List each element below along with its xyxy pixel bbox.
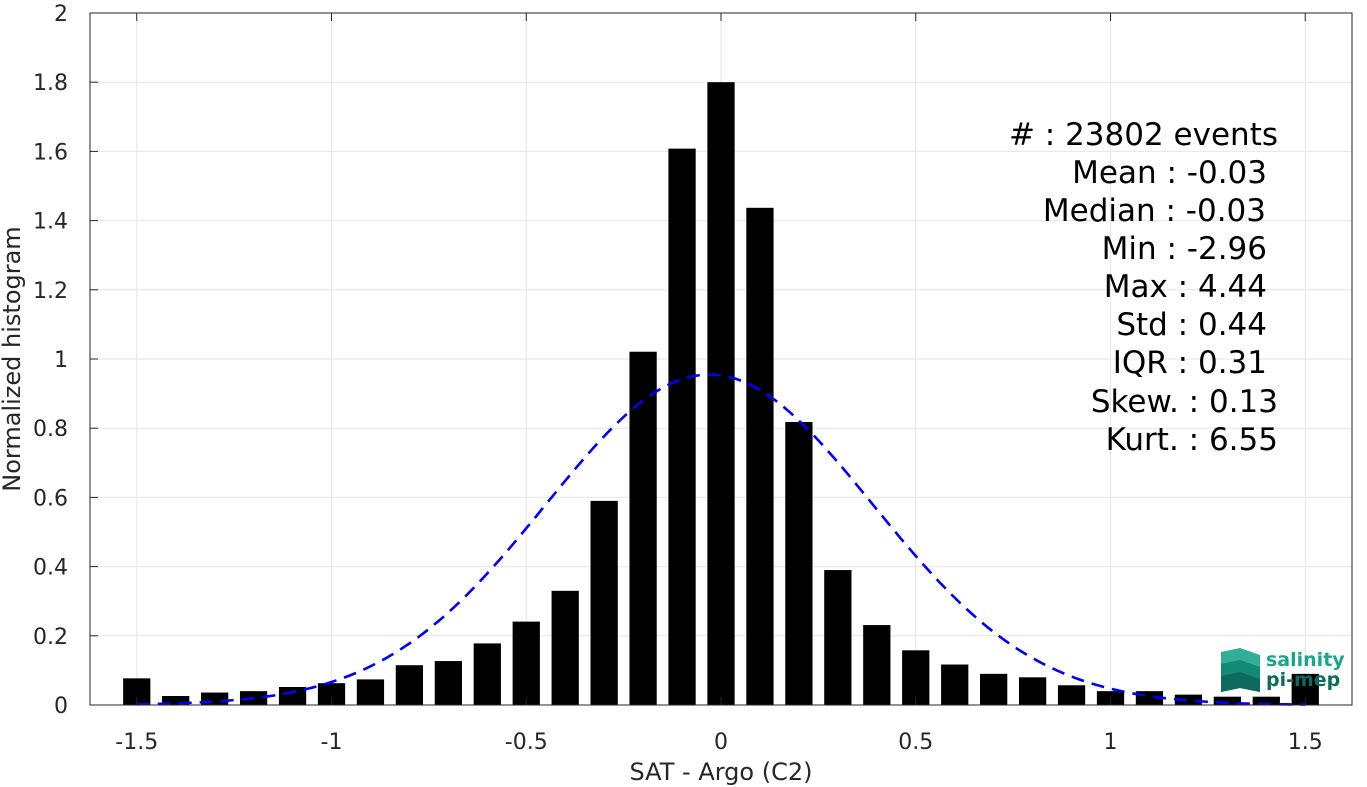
y-tick-label: 1.6 <box>33 140 68 165</box>
histogram-bar <box>980 673 1008 705</box>
histogram-bar <box>317 683 346 705</box>
histogram-bar <box>590 500 618 705</box>
histogram-bar <box>707 82 735 705</box>
x-tick-label: 0.5 <box>898 730 933 755</box>
histogram-bar <box>863 625 891 705</box>
y-tick-label: 1 <box>54 348 68 373</box>
stat-min: Min : -2.96 <box>1102 231 1267 267</box>
y-tick-label: 1.2 <box>33 279 68 304</box>
histogram-bar <box>473 643 501 705</box>
logo-line-pimep: pi-mep <box>1266 669 1340 691</box>
histogram-bar <box>1213 696 1241 705</box>
histogram-bar <box>824 570 852 705</box>
histogram-bar <box>1057 685 1086 705</box>
y-tick-label: 0.4 <box>33 556 68 581</box>
histogram-bar <box>356 679 385 705</box>
stat-max: Max : 4.44 <box>1104 269 1267 305</box>
y-tick-label: 0 <box>54 694 68 719</box>
x-tick-labels: -1.5 -1 -0.5 0 0.5 1 1.5 <box>115 730 1322 755</box>
salinity-pi-mep-logo: salinity pi-mep <box>1221 648 1345 692</box>
histogram-bar <box>551 590 579 705</box>
histogram-bar <box>278 687 307 705</box>
normal-fit-curve <box>136 373 1306 706</box>
x-tick-label: 1 <box>1104 730 1118 755</box>
statistics-annotation: # : 23802 events Mean : -0.03 Median : -… <box>1009 117 1278 458</box>
histogram-bar <box>1252 696 1280 705</box>
x-axis-label: SAT - Argo (C2) <box>630 758 813 786</box>
histogram-bar <box>434 661 462 705</box>
x-tick-label: -1.5 <box>115 730 158 755</box>
stat-std: Std : 0.44 <box>1116 307 1267 343</box>
y-tick-label: 1.4 <box>33 210 68 235</box>
histogram-bar <box>629 351 657 705</box>
y-axis-label: Normalized histogram <box>0 226 26 491</box>
x-tick-label: -1 <box>321 730 343 755</box>
histogram-bar <box>395 665 424 705</box>
stat-mean: Mean : -0.03 <box>1072 155 1267 191</box>
histogram-bar <box>512 621 540 705</box>
histogram-bar <box>162 696 190 705</box>
stat-median: Median : -0.03 <box>1043 193 1266 229</box>
histogram-bar <box>746 207 774 705</box>
stat-events: # : 23802 events <box>1009 117 1278 153</box>
wave-logo-icon <box>1221 648 1260 692</box>
x-tick-label: 1.5 <box>1288 730 1323 755</box>
axes-frame <box>89 12 1353 706</box>
histogram-bar <box>941 664 969 705</box>
y-tick-label: 0.6 <box>33 486 68 511</box>
y-tick-label: 2 <box>54 2 68 27</box>
y-tick-label: 0.8 <box>33 417 68 442</box>
x-tick-label: -0.5 <box>505 730 548 755</box>
x-tick-label: 0 <box>714 730 728 755</box>
histogram-bar <box>1018 677 1047 705</box>
histogram-bar <box>668 148 696 705</box>
stat-skew: Skew. : 0.13 <box>1091 384 1278 420</box>
histogram-bar <box>1174 694 1203 705</box>
logo-line-salinity: salinity <box>1266 649 1345 671</box>
histogram-bar <box>902 650 930 705</box>
y-tick-label: 0.2 <box>33 625 68 650</box>
stat-iqr: IQR : 0.31 <box>1113 345 1267 381</box>
histogram-bar <box>785 421 813 705</box>
y-tick-label: 1.8 <box>33 71 68 96</box>
stat-kurt: Kurt. : 6.55 <box>1106 422 1278 458</box>
y-tick-labels: 0 0.2 0.4 0.6 0.8 1 1.2 1.4 1.6 1.8 2 <box>33 2 68 719</box>
